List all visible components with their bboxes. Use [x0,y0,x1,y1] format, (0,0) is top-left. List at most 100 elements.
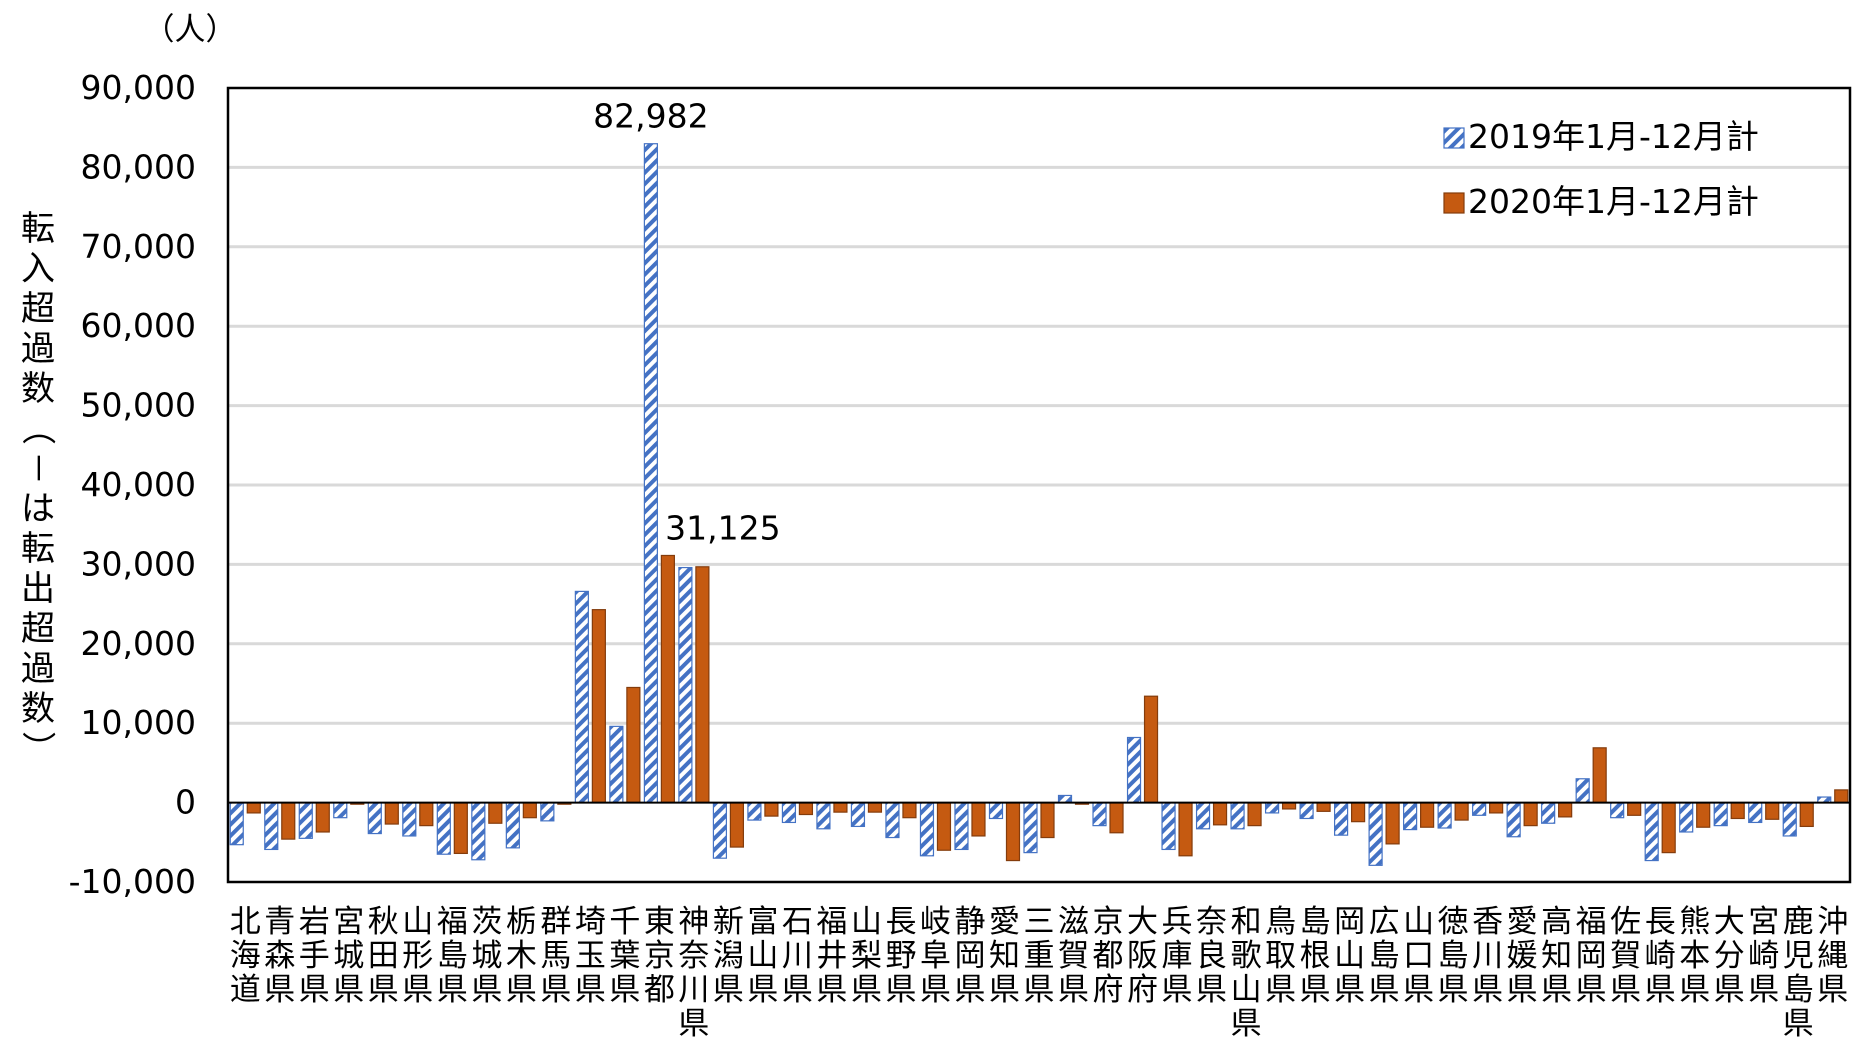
bar-1-宮城県 [333,801,348,819]
bar-2-鹿児島県 [1799,801,1814,828]
bar-2-高知県 [1558,801,1573,818]
bar-1-千葉県 [609,725,624,804]
bar-2-三重県 [1040,801,1055,839]
bar-1-福島県 [436,801,451,855]
bar-1-愛媛県 [1506,801,1521,838]
x-tick-label: 山形県 [402,904,433,1008]
bar-1-秋田県 [367,801,382,835]
x-tick-label: 高知県 [1541,904,1572,1008]
data-label: 31,125 [665,508,780,547]
y-axis-title-char: 転 [21,529,55,569]
bar-1-島根県 [1299,801,1314,820]
y-axis-title-char: 超 [21,609,55,649]
bar-1-岡山県 [1333,801,1349,836]
y-tick-label: 50,000 [81,386,196,425]
x-tick-label: 鹿児島県 [1783,904,1814,1042]
x-tick-label: 青森県 [264,904,295,1008]
bar-2-和歌山県 [1247,801,1262,827]
bar-2-宮崎県 [1765,801,1780,820]
bar-2-山口県 [1420,801,1435,828]
bar-1-愛知県 [988,801,1004,820]
x-tick-label: 埼玉県 [575,904,606,1008]
bar-2-大阪府 [1143,695,1159,804]
bar-1-広島県 [1368,801,1383,866]
bar-2-香川県 [1489,801,1504,814]
bar-2-奈良県 [1212,801,1228,826]
data-label: 82,982 [593,97,708,136]
bar-2-兵庫県 [1178,801,1193,857]
y-axis-title-char: 超 [21,289,55,329]
x-tick-label: 宮城県 [333,904,364,1008]
y-tick-label: 20,000 [81,624,196,663]
bar-2-島根県 [1316,801,1331,812]
legend: 2019年1月-12月計 2020年1月-12月計 [1443,117,1759,221]
x-tick-label: 栃木県 [506,904,537,1008]
bar-1-山形県 [402,801,417,837]
bar-1-茨城県 [471,801,486,861]
x-tick-label: 静岡県 [954,904,985,1008]
x-tick-label: 新潟県 [713,904,744,1008]
bar-1-群馬県 [540,801,555,822]
bar-1-香川県 [1472,801,1487,816]
x-tick-label: 福岡県 [1576,904,1607,1008]
x-tick-label: 富山県 [747,904,778,1008]
bar-2-栃木県 [522,801,537,819]
bar-2-愛媛県 [1523,801,1538,827]
y-tick-label: 0 [175,783,196,822]
bar-2-愛知県 [1005,801,1021,862]
bar-2-福岡県 [1592,747,1607,804]
x-tick-label: 愛媛県 [1507,904,1538,1008]
bar-2-東京都 [660,554,675,804]
bar-2-山梨県 [867,801,883,813]
gridlines [228,165,1850,725]
bar-2-千葉県 [626,686,641,804]
legend-swatch [1443,127,1465,149]
bar-1-山口県 [1403,801,1418,831]
x-tick-label: 徳島県 [1438,904,1469,1008]
y-tick-label: 60,000 [81,306,196,345]
x-tick-label: 茨城県 [471,904,502,1008]
bar-2-福島県 [453,801,468,855]
legend-label: 2020年1月-12月計 [1468,182,1759,221]
x-tick-label: 兵庫県 [1162,904,1193,1008]
y-axis-title-char: 入 [21,249,55,289]
x-tick-label: 島根県 [1300,904,1331,1008]
x-tick-label: 広島県 [1369,904,1400,1008]
x-tick-label: 石川県 [782,904,813,1008]
x-tick-label: 佐賀県 [1610,904,1641,1008]
bar-2-埼玉県 [591,609,606,804]
y-axis-title-char: 転 [21,209,55,249]
bar-1-石川県 [781,801,797,824]
bar-1-三重県 [1023,801,1038,854]
x-tick-label: 宮崎県 [1748,904,1779,1008]
bar-1-大阪府 [1126,736,1142,804]
y-axis-title-char: 過 [21,649,55,689]
y-tick-label: 40,000 [81,465,196,504]
bar-2-長崎県 [1661,801,1676,854]
bars [229,143,1849,866]
y-axis-title-char: は [21,489,55,529]
bar-1-熊本県 [1679,801,1694,833]
bar-1-新潟県 [712,801,728,859]
bar-2-長野県 [902,801,917,819]
bar-2-佐賀県 [1627,801,1642,816]
x-tick-label: 三重県 [1024,904,1055,1008]
bar-2-静岡県 [971,801,986,837]
bar-2-北海道 [246,801,261,814]
x-tick-label: 千葉県 [609,904,640,1008]
bar-2-岐阜県 [936,801,952,851]
x-tick-label: 奈良県 [1196,904,1227,1008]
bar-2-新潟県 [729,801,745,848]
bar-1-兵庫県 [1161,801,1176,851]
bar-1-岩手県 [298,801,313,839]
bar-2-山形県 [419,801,434,827]
x-tick-label: 北海道 [230,904,261,1008]
x-tick-label: 和歌山県 [1231,904,1262,1042]
x-tick-label: 福島県 [437,904,468,1008]
bar-1-鹿児島県 [1782,801,1797,837]
bar-1-福岡県 [1575,778,1590,804]
x-tick-label: 香川県 [1472,904,1503,1008]
x-tick-label: 京都府 [1093,904,1124,1008]
plot-area-border [226,86,1852,884]
